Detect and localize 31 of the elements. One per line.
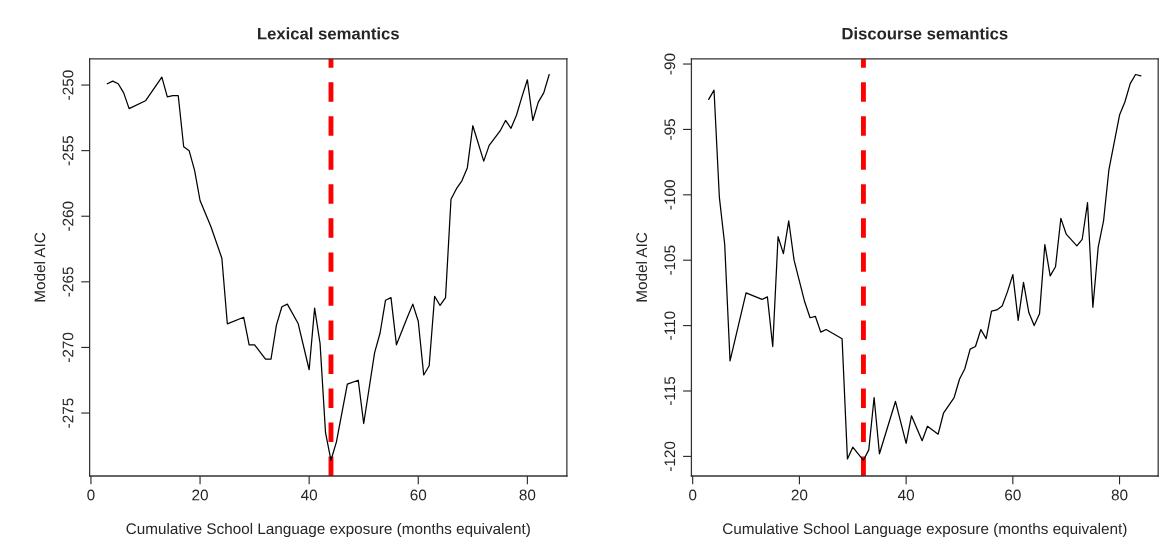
line-series (708, 73, 1142, 461)
x-tick-label: 40 (301, 489, 318, 501)
y-tick-label: -275 (62, 398, 74, 428)
x-tick-label: 20 (791, 489, 808, 501)
y-tick-label: -255 (62, 135, 74, 166)
y-tick-label: -270 (62, 332, 74, 363)
x-tick-label: 80 (1111, 489, 1128, 501)
y-axis-title: Model AIC (635, 232, 648, 302)
x-axis-title: Cumulative School Language exposure (months equivalent) (723, 522, 1127, 538)
chart-title: Discourse semantics (842, 27, 1008, 40)
y-tick-label: -90 (664, 53, 676, 75)
y-tick-label: -115 (664, 376, 676, 406)
y-tick-label: -260 (62, 201, 74, 231)
y-tick-label: -250 (62, 70, 74, 100)
x-axis-title: Cumulative School Language exposure (months equivalent) (126, 522, 530, 538)
x-tick-label: 0 (689, 489, 697, 501)
y-tick-label: -105 (664, 245, 676, 275)
x-tick-label: 60 (410, 489, 427, 501)
y-tick-label: -100 (664, 180, 676, 210)
line-series (106, 73, 550, 461)
x-tick-label: 20 (192, 489, 208, 501)
chart-title: Lexical semantics (258, 27, 399, 40)
x-tick-label: 0 (87, 489, 95, 501)
y-axis-title: Model AIC (34, 232, 46, 302)
x-tick-label: 60 (1005, 489, 1021, 501)
y-tick-label: -110 (664, 311, 676, 340)
y-tick-label: -120 (664, 441, 676, 471)
x-tick-label: 40 (897, 489, 915, 501)
x-tick-label: 80 (519, 489, 536, 501)
y-tick-label: -95 (664, 119, 676, 140)
y-tick-label: -265 (62, 267, 74, 297)
